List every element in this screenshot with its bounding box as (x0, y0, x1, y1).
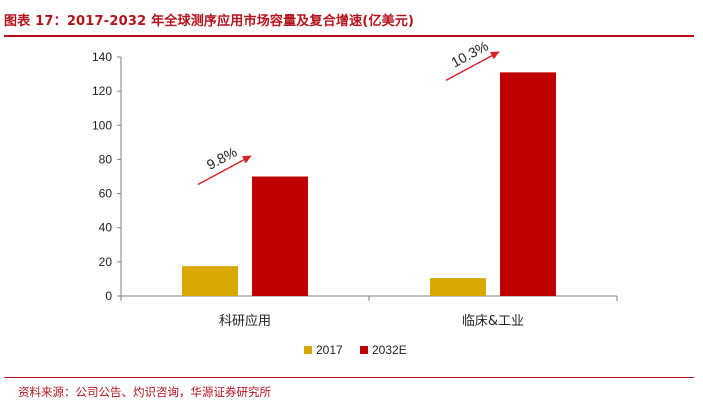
figure-title: 图表 17：2017-2032 年全球测序应用市场容量及复合增速(亿美元) (4, 14, 415, 29)
bar-2032E-1 (500, 72, 556, 296)
x-category-label: 临床&工业 (462, 314, 524, 329)
source-rule (4, 377, 694, 378)
bar-2017-1 (430, 278, 486, 296)
title-rule (4, 35, 694, 37)
y-tick-label: 60 (99, 187, 113, 201)
growth-rate-label: 9.8% (204, 143, 240, 172)
y-tick-label: 80 (99, 152, 113, 166)
legend-swatch-2017 (304, 346, 312, 354)
growth-arrow (197, 155, 252, 186)
bar-2017-0 (182, 266, 238, 296)
y-tick-label: 20 (99, 255, 113, 269)
y-tick-label: 120 (92, 84, 112, 98)
legend-label-2017: 2017 (316, 343, 343, 357)
growth-rate-label: 10.3% (448, 38, 491, 71)
y-tick-label: 0 (105, 289, 112, 303)
y-tick-label: 140 (92, 50, 112, 64)
y-tick-label: 40 (99, 221, 113, 235)
x-category-label: 科研应用 (219, 313, 271, 329)
legend-swatch-2032E (360, 346, 368, 354)
growth-arrow (445, 51, 500, 81)
bar-2032E-0 (252, 176, 308, 296)
legend-label-2032E: 2032E (372, 343, 407, 357)
y-tick-label: 100 (92, 118, 112, 132)
source-note: 资料来源：公司公告、灼识咨询，华源证券研究所 (18, 385, 271, 399)
